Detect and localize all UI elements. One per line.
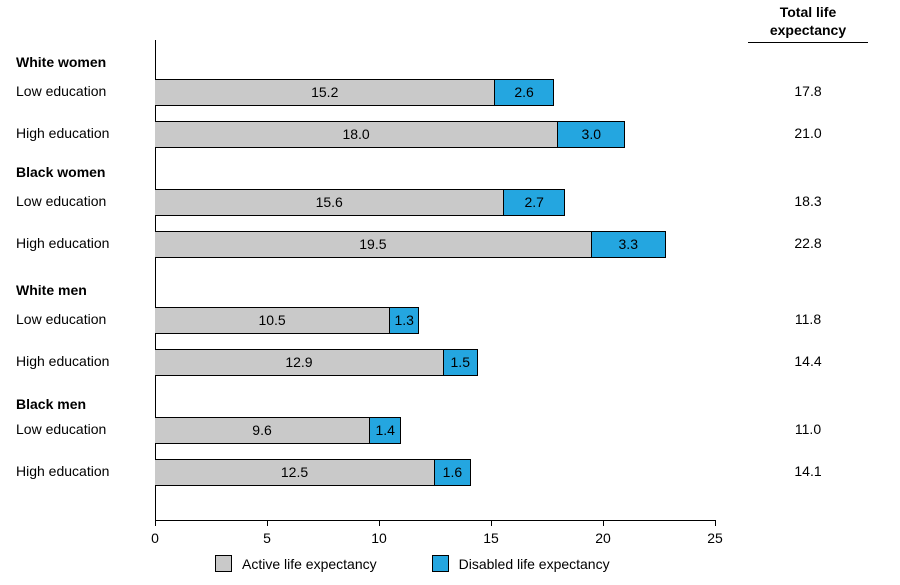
x-tick bbox=[155, 520, 156, 526]
row-label: Low education bbox=[16, 311, 106, 327]
legend-swatch-disabled bbox=[432, 555, 449, 572]
row-label: High education bbox=[16, 353, 109, 369]
row-label: High education bbox=[16, 235, 109, 251]
bar-active-value: 15.2 bbox=[155, 84, 494, 100]
x-axis bbox=[155, 520, 715, 521]
bar-disabled-value: 2.7 bbox=[504, 194, 563, 210]
bar-active-value: 19.5 bbox=[155, 236, 591, 252]
bar-disabled-value: 1.6 bbox=[435, 464, 470, 480]
bar-disabled: 1.5 bbox=[444, 349, 478, 376]
total-value: 11.8 bbox=[748, 311, 868, 327]
totals-header-line1: Total life bbox=[748, 4, 868, 20]
life-expectancy-chart: 0 5 10 15 20 25 Total life expectancy White wome… bbox=[0, 0, 900, 585]
bar-active: 9.6 bbox=[155, 417, 370, 444]
bar-active: 10.5 bbox=[155, 307, 390, 334]
bar-active-value: 10.5 bbox=[155, 312, 389, 328]
x-tick-label: 15 bbox=[483, 530, 499, 546]
total-value: 18.3 bbox=[748, 193, 868, 209]
total-value: 11.0 bbox=[748, 421, 868, 437]
x-tick bbox=[491, 520, 492, 526]
group-title: White women bbox=[16, 54, 106, 70]
x-tick-label: 20 bbox=[595, 530, 611, 546]
row-label: Low education bbox=[16, 421, 106, 437]
group-title: Black men bbox=[16, 396, 86, 412]
bar-disabled: 3.3 bbox=[592, 231, 666, 258]
bar-disabled: 2.7 bbox=[504, 189, 564, 216]
bar-active: 12.9 bbox=[155, 349, 444, 376]
totals-header-line2: expectancy bbox=[748, 22, 868, 38]
x-tick-label: 25 bbox=[707, 530, 723, 546]
bar-disabled: 2.6 bbox=[495, 79, 553, 106]
bar-disabled-value: 2.6 bbox=[495, 84, 552, 100]
bar-disabled-value: 3.3 bbox=[592, 236, 665, 252]
row-label: High education bbox=[16, 125, 109, 141]
bar-disabled: 1.3 bbox=[390, 307, 419, 334]
x-tick bbox=[715, 520, 716, 526]
bar-active: 15.2 bbox=[155, 79, 495, 106]
bar-active-value: 12.9 bbox=[155, 354, 443, 370]
bar-disabled: 1.6 bbox=[435, 459, 471, 486]
bar-disabled: 3.0 bbox=[558, 121, 625, 148]
bar-active: 18.0 bbox=[155, 121, 558, 148]
row-label: Low education bbox=[16, 83, 106, 99]
x-tick bbox=[379, 520, 380, 526]
bar-active: 15.6 bbox=[155, 189, 504, 216]
total-value: 22.8 bbox=[748, 235, 868, 251]
bar-active-value: 9.6 bbox=[155, 422, 369, 438]
bar-disabled: 1.4 bbox=[370, 417, 401, 444]
bar-disabled-value: 1.5 bbox=[444, 354, 477, 370]
x-tick bbox=[603, 520, 604, 526]
y-axis bbox=[155, 40, 156, 520]
bar-disabled-value: 1.4 bbox=[370, 422, 400, 438]
total-value: 14.4 bbox=[748, 353, 868, 369]
legend: Active life expectancy Disabled life expe… bbox=[215, 555, 655, 572]
row-label: Low education bbox=[16, 193, 106, 209]
x-tick bbox=[267, 520, 268, 526]
legend-label: Active life expectancy bbox=[242, 556, 377, 572]
total-value: 21.0 bbox=[748, 125, 868, 141]
group-title: Black women bbox=[16, 164, 105, 180]
bar-active-value: 12.5 bbox=[155, 464, 434, 480]
bar-disabled-value: 1.3 bbox=[390, 312, 418, 328]
row-label: High education bbox=[16, 463, 109, 479]
total-value: 17.8 bbox=[748, 83, 868, 99]
totals-header-rule bbox=[748, 42, 868, 43]
x-tick-label: 10 bbox=[371, 530, 387, 546]
x-tick-label: 5 bbox=[263, 530, 271, 546]
bar-active: 19.5 bbox=[155, 231, 592, 258]
bar-active: 12.5 bbox=[155, 459, 435, 486]
bar-active-value: 15.6 bbox=[155, 194, 503, 210]
legend-swatch-active bbox=[215, 555, 232, 572]
x-tick-label: 0 bbox=[151, 530, 159, 546]
bar-disabled-value: 3.0 bbox=[558, 126, 624, 142]
bar-active-value: 18.0 bbox=[155, 126, 557, 142]
group-title: White men bbox=[16, 282, 87, 298]
total-value: 14.1 bbox=[748, 463, 868, 479]
legend-label: Disabled life expectancy bbox=[459, 556, 610, 572]
